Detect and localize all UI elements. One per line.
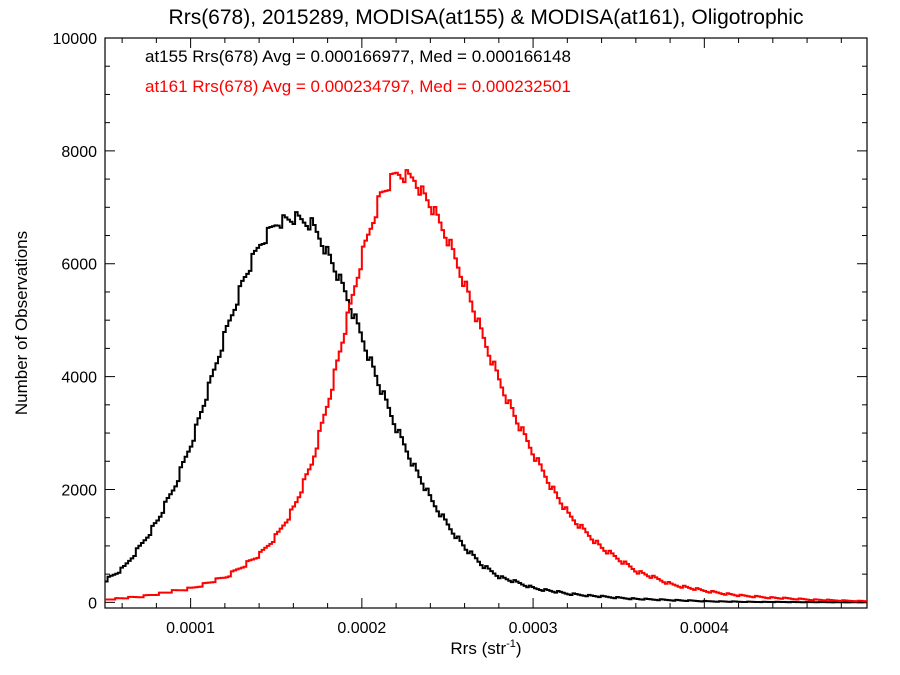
x-tick-label-1: 0.0002 [337,620,386,637]
chart-title: Rrs(678), 2015289, MODISA(at155) & MODIS… [169,6,804,29]
x-tick-label-3: 0.0004 [680,620,729,637]
x-axis-label-superscript: -1 [506,638,516,650]
series-line-1 [105,169,867,603]
y-tick-label-3: 6000 [61,257,97,274]
y-tick-label-5: 10000 [53,31,98,48]
legend-entry-at155: at155 Rrs(678) Avg = 0.000166977, Med = … [145,47,571,66]
x-tick-label-2: 0.0003 [509,620,558,637]
legend: at155 Rrs(678) Avg = 0.000166977, Med = … [145,47,571,96]
y-tick-label-2: 4000 [61,370,97,387]
axis-ticks: 0.0001 0.0002 0.0003 0.0004 0 2000 4000 6000 800… [53,31,867,637]
x-axis-label: Rrs (str-1) [450,638,521,658]
x-tick-label-0: 0.0001 [166,620,215,637]
series-line-0 [105,211,867,604]
x-axis-label-close: ) [516,639,522,658]
legend-entry-at161: at161 Rrs(678) Avg = 0.000234797, Med = … [145,77,571,96]
y-tick-label-4: 8000 [61,144,97,161]
plot-frame [104,37,868,609]
y-tick-label-1: 2000 [61,482,97,499]
y-axis-label: Number of Observations [12,231,31,415]
x-axis-label-main: Rrs (str [450,639,506,658]
y-tick-label-0: 0 [88,595,97,612]
series-lines [105,169,867,604]
